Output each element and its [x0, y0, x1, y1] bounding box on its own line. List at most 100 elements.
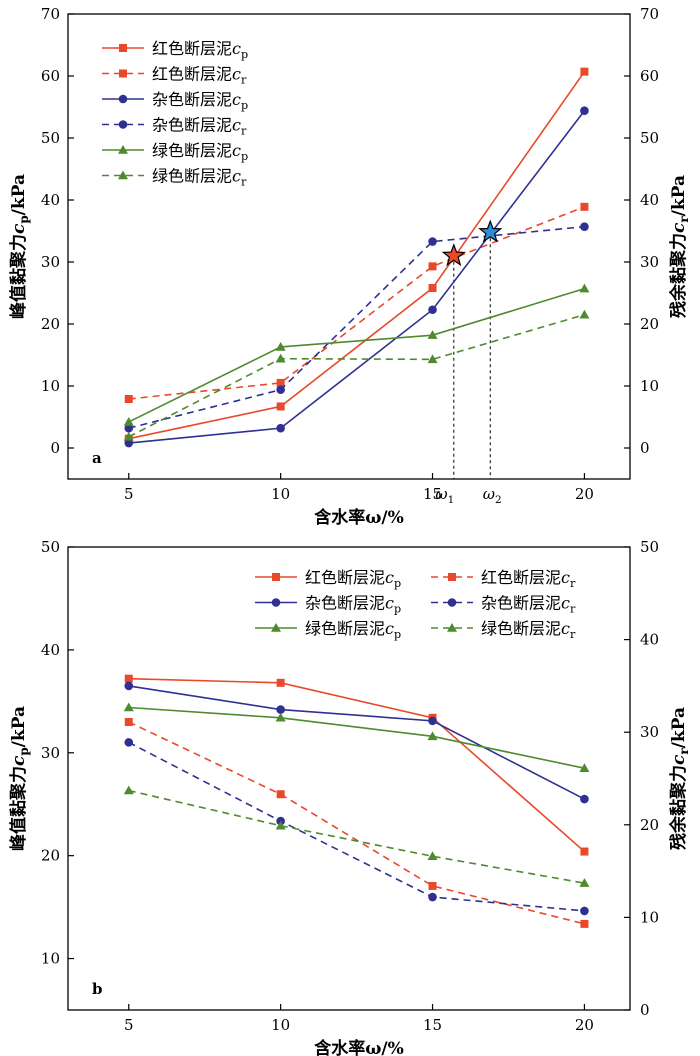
series-line-2: [128, 685, 585, 800]
chart-panel-b: 5 10 15 20 10 20 30 40 50 0 10 20 30 40 50 含水率ω/% 峰值黏聚力c…: [8, 538, 691, 1056]
data-point: [580, 919, 589, 928]
data-point: [580, 106, 589, 116]
y-left-tick-label: 0: [50, 439, 60, 457]
data-point: [276, 705, 285, 714]
x-tick-label: 15: [423, 485, 442, 503]
panel-label: b: [92, 980, 103, 998]
y-right-tick-label: 30: [640, 723, 659, 741]
x-tick-label: 5: [124, 485, 134, 503]
data-point: [427, 851, 438, 861]
series-line-0: [128, 677, 585, 853]
data-point: [428, 237, 437, 246]
data-point: [123, 785, 134, 795]
data-point: [124, 395, 133, 404]
legend-marker: [448, 573, 456, 581]
data-point: [580, 222, 589, 231]
y-right-tick-label: 30: [640, 253, 659, 271]
data-point: [275, 712, 286, 722]
data-point: [580, 794, 589, 804]
data-point: [579, 283, 590, 293]
data-point: [124, 681, 134, 691]
y-left-tick-label: 70: [41, 5, 60, 23]
data-point: [276, 385, 285, 395]
data-point: [428, 881, 437, 890]
legend-label: 杂色断层泥cr: [481, 594, 576, 616]
x-tick-label: 10: [271, 485, 290, 503]
legend-label: 绿色断层泥cp: [305, 619, 401, 641]
y-right-axis-title: 残余黏聚力cr/kPa: [668, 707, 691, 850]
legend-marker: [119, 69, 127, 78]
data-point: [580, 67, 589, 76]
data-point: [579, 878, 590, 887]
data-point: [427, 354, 438, 364]
legend-label: 绿色断层泥cp: [152, 141, 248, 163]
data-point: [276, 423, 285, 433]
series-line-3: [128, 225, 585, 429]
y-left-axis-title: 峰值黏聚力cp/kPa: [8, 706, 31, 851]
y-right-axis-title: 残余黏聚力cr/kPa: [668, 175, 691, 318]
y-left-tick-label: 50: [41, 129, 60, 147]
legend-label: 红色断层泥cp: [152, 39, 248, 61]
legend-label: 杂色断层泥cr: [152, 116, 247, 138]
legend-marker: [118, 120, 128, 129]
x-tick-label: 5: [124, 1016, 134, 1034]
series-line-0: [128, 71, 586, 440]
x-axis-title: 含水率ω/%: [314, 1038, 404, 1056]
y-left-tick-label: 40: [41, 191, 60, 209]
data-point: [275, 341, 286, 351]
y-left-tick-label: 50: [41, 538, 60, 556]
y-right-tick-label: 10: [640, 377, 659, 395]
legend-label: 绿色断层泥cr: [481, 619, 576, 641]
y-left-tick-label: 40: [41, 641, 60, 659]
y-right-tick-label: 20: [640, 315, 659, 333]
legend-marker: [447, 598, 457, 607]
legend: 红色断层泥cp 红色断层泥cr 杂色断层泥cp 杂色断层泥cr 绿色断层泥cp 绿色断层泥…: [255, 568, 576, 641]
legend-marker: [271, 623, 281, 632]
y-right-tick-label: 40: [640, 631, 659, 649]
series-line-1: [128, 206, 585, 400]
legend-marker: [447, 623, 457, 632]
data-point: [580, 906, 589, 916]
plot-frame: [67, 546, 631, 1011]
data-point: [428, 892, 437, 902]
data-point: [276, 678, 285, 687]
data-point: [124, 674, 133, 683]
series-line-5: [128, 789, 585, 884]
y-left-tick-label: 20: [41, 847, 60, 865]
data-point: [428, 716, 437, 726]
legend-marker: [118, 145, 128, 154]
panel-label: a: [92, 449, 102, 467]
x-axis-title: 含水率ω/%: [314, 507, 404, 528]
legend: 红色断层泥cp 红色断层泥cr 杂色断层泥cp 杂色断层泥cr 绿色断层泥cp 绿色断层泥…: [102, 39, 248, 189]
x-tick-label: 20: [575, 485, 594, 503]
intersection-star: [478, 219, 503, 243]
x-tick-label: 15: [423, 1016, 442, 1034]
y-right-tick-label: 50: [640, 129, 659, 147]
legend-label: 红色断层泥cr: [481, 568, 576, 590]
y-right-tick-label: 0: [640, 439, 650, 457]
data-point: [579, 309, 590, 319]
data-point: [428, 305, 437, 315]
y-left-tick-label: 10: [41, 950, 60, 968]
plot-frame: [67, 13, 631, 480]
data-point: [124, 438, 134, 448]
y-right-tick-label: 70: [640, 5, 659, 23]
data-point: [276, 378, 285, 387]
series-line-4: [128, 706, 585, 769]
legend-marker: [119, 44, 127, 52]
series-line-3: [128, 741, 585, 912]
data-point: [276, 790, 285, 799]
y-left-tick-label: 30: [41, 744, 60, 762]
data-point: [275, 353, 286, 363]
data-point: [275, 820, 286, 830]
data-point: [123, 431, 134, 441]
series-line-4: [128, 287, 585, 423]
series-line-1: [128, 721, 585, 925]
data-point: [124, 738, 134, 747]
chart-panel-a: 5 10 15 20 0 10 20 30 40 50 60 70 0 10 20 30 40 50 60 70 含水率…: [8, 5, 691, 528]
legend-marker: [271, 598, 281, 607]
legend-label: 杂色断层泥cp: [152, 90, 248, 112]
legend-label: 红色断层泥cp: [305, 568, 401, 590]
data-point: [123, 416, 134, 426]
